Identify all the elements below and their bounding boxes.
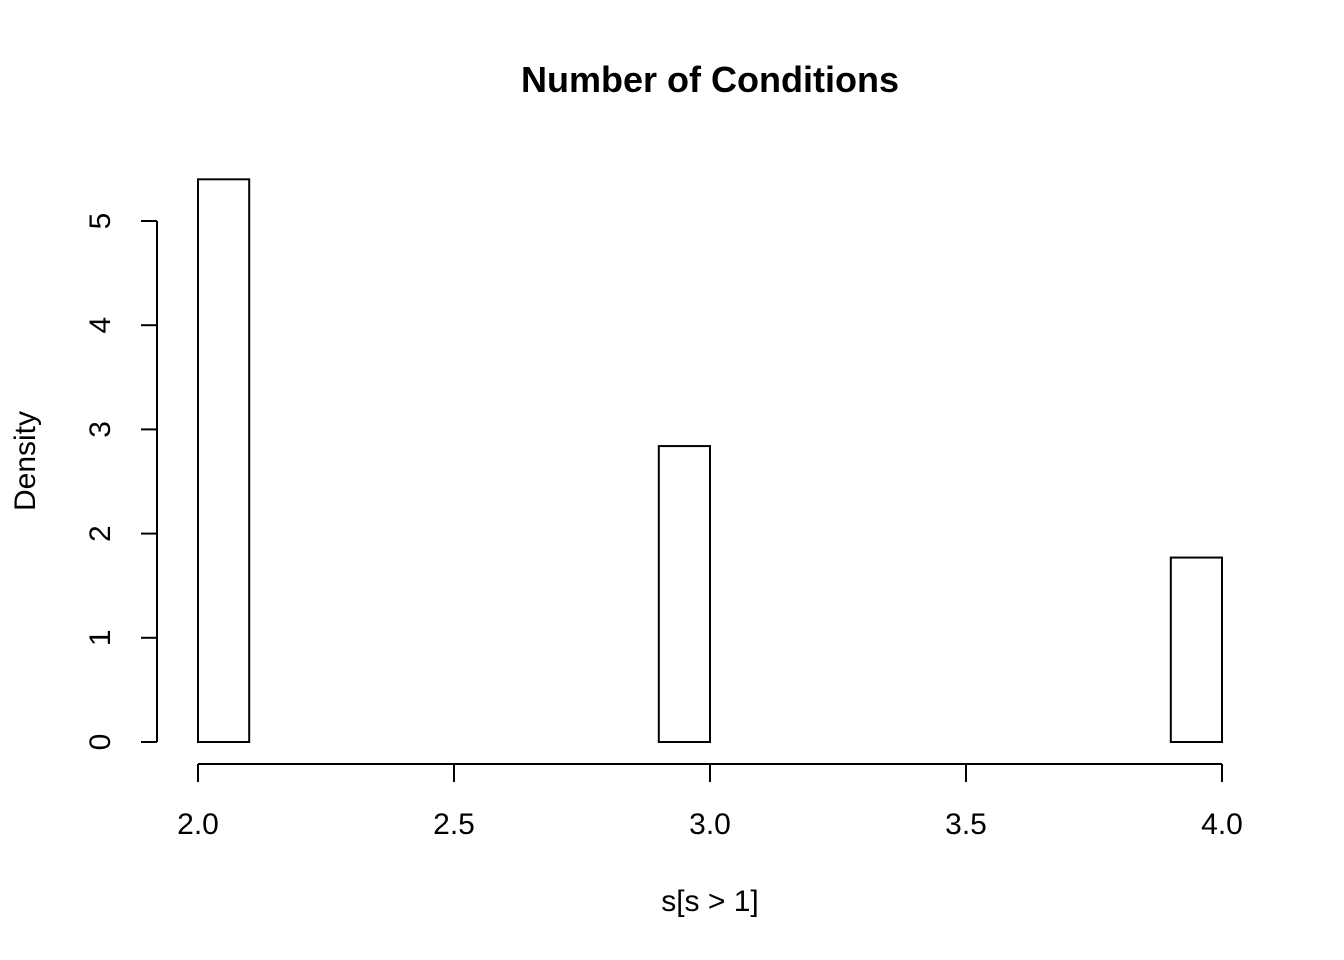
y-tick-label: 0 [84,734,117,751]
x-axis: 2.0 2.5 3.0 3.5 4.0 [177,763,1243,841]
x-tick-label: 3.5 [945,808,987,841]
chart-title: Number of Conditions [521,59,899,100]
x-tick-label: 4.0 [1201,808,1243,841]
histogram-bar [1169,556,1224,743]
x-tick-label: 3.0 [689,808,731,841]
y-tick-label: 4 [84,317,117,334]
histogram-bar [657,445,711,743]
y-tick-label: 2 [84,525,117,542]
histogram-bar [197,178,251,743]
x-tick-label: 2.0 [177,808,219,841]
y-axis: 0 1 2 3 4 5 [84,213,158,751]
bars-group [197,178,1224,743]
x-axis-label: s[s > 1] [661,885,759,918]
y-tick-label: 1 [84,629,117,646]
y-tick-label: 3 [84,421,117,438]
x-tick-label: 2.5 [433,808,475,841]
y-axis-label: Density [9,411,42,511]
y-tick-label: 5 [84,213,117,230]
